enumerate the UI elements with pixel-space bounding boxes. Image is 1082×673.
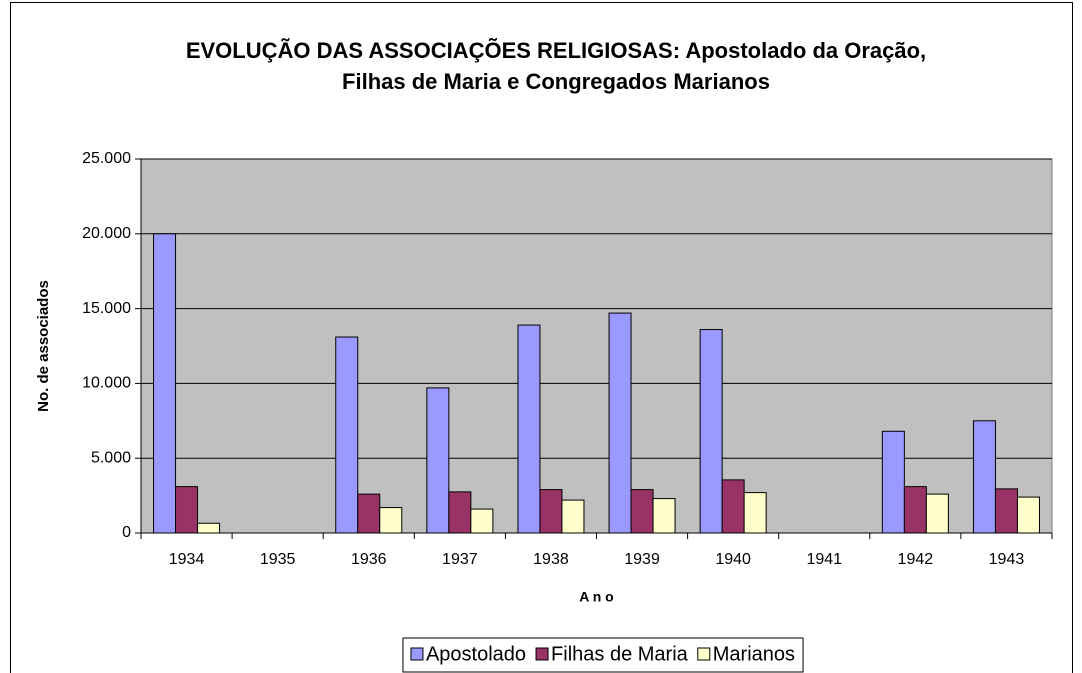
- legend-swatch: [410, 647, 424, 661]
- bar: [335, 336, 359, 534]
- x-tick-label: 1939: [624, 551, 660, 568]
- bar: [881, 430, 905, 534]
- x-tick-label: 1940: [715, 551, 751, 568]
- bar: [1016, 496, 1040, 534]
- y-tick-label: 5.000: [91, 449, 131, 466]
- bar: [652, 498, 676, 534]
- bar: [743, 492, 767, 534]
- legend-box: [402, 637, 804, 673]
- bar: [721, 479, 745, 534]
- legend-label: Marianos: [713, 643, 795, 665]
- x-tick-label: 1943: [989, 551, 1025, 568]
- x-axis-label: A n o: [579, 589, 613, 605]
- bar: [699, 329, 723, 534]
- legend-swatch: [697, 647, 711, 661]
- plot-area: [140, 158, 1053, 534]
- chart-title: EVOLUÇÃO DAS ASSOCIAÇÕES RELIGIOSAS: Apo…: [186, 38, 926, 94]
- y-tick-label: 0: [122, 524, 131, 541]
- x-tick-label: 1935: [260, 551, 296, 568]
- bar: [994, 488, 1018, 534]
- bar: [561, 499, 585, 534]
- legend-label: Filhas de Maria: [551, 643, 689, 665]
- bar: [517, 324, 541, 534]
- title-line: Filhas de Maria e Congregados Marianos: [342, 69, 770, 94]
- bar: [175, 486, 199, 534]
- y-tick-label: 20.000: [82, 225, 131, 242]
- y-axis-label: No. de associados: [35, 280, 52, 412]
- bar: [972, 420, 996, 534]
- legend-swatch: [535, 647, 549, 661]
- bar: [197, 522, 221, 534]
- bar: [357, 493, 381, 534]
- y-tick-label: 25.000: [82, 150, 131, 167]
- y-tick-label: 15.000: [82, 300, 131, 317]
- x-tick-label: 1936: [351, 551, 387, 568]
- title-line: EVOLUÇÃO DAS ASSOCIAÇÕES RELIGIOSAS: Apo…: [186, 38, 926, 63]
- bar: [153, 233, 177, 534]
- bar: [448, 491, 472, 534]
- bar: [630, 489, 654, 534]
- bar: [470, 508, 494, 534]
- x-tick-label: 1938: [533, 551, 569, 568]
- x-tick-label: 1942: [898, 551, 934, 568]
- x-tick-label: 1937: [442, 551, 478, 568]
- bar: [539, 489, 563, 534]
- bar: [903, 486, 927, 534]
- bar: [379, 507, 403, 534]
- legend: Apostolado Filhas de Maria Marianos: [402, 637, 804, 673]
- legend-label: Apostolado: [426, 643, 526, 665]
- bar: [426, 387, 450, 534]
- x-tick-label: 1934: [169, 551, 205, 568]
- x-tick-label: 1941: [806, 551, 842, 568]
- bar: [608, 312, 632, 534]
- y-tick-label: 10.000: [82, 375, 131, 392]
- bar: [925, 493, 949, 534]
